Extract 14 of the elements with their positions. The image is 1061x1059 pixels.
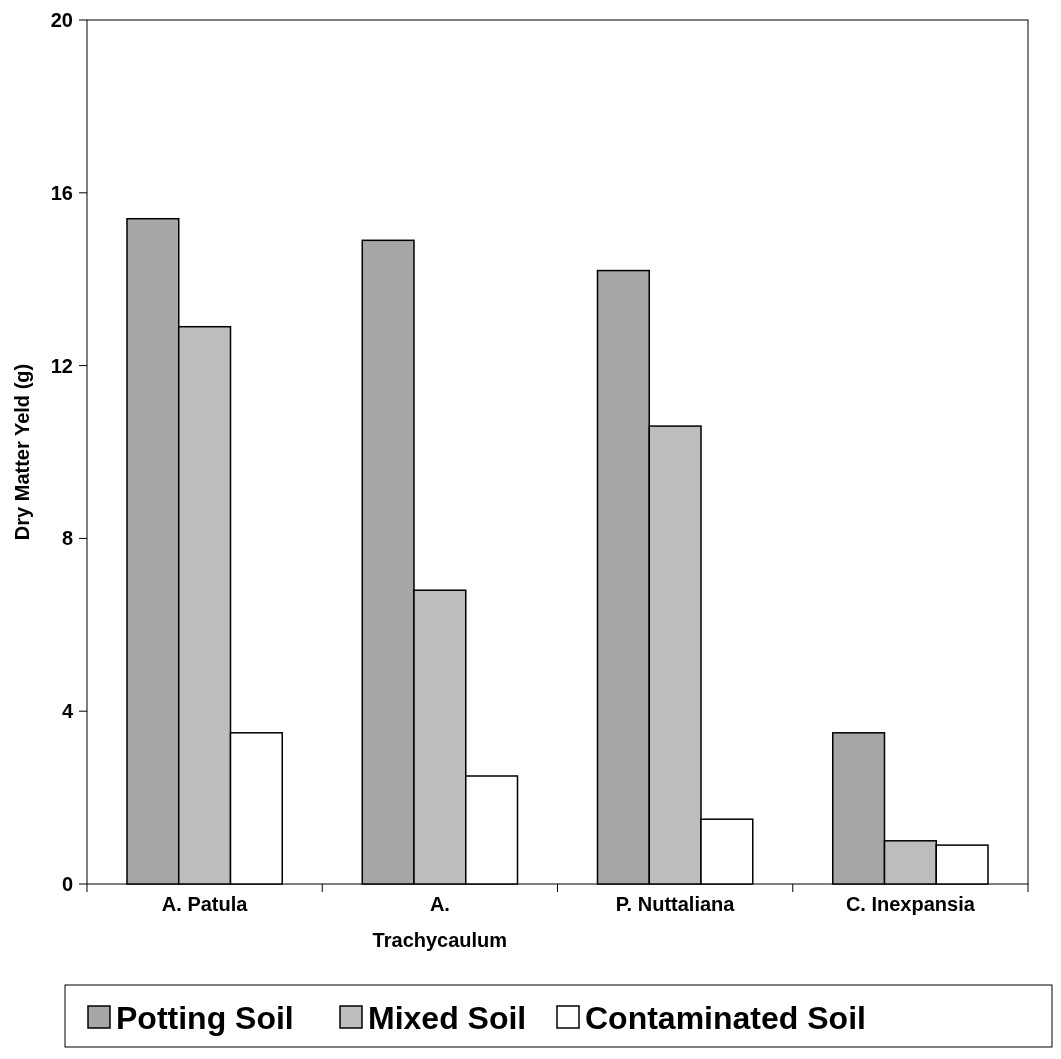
x-tick-label: A. Trachycaulum: [372, 893, 508, 951]
x-tick-label: A. Patula: [161, 893, 249, 915]
y-tick-label: 4: [61, 700, 74, 723]
x-tick-label: C. Inexpansia: [845, 893, 976, 915]
y-tick-label: 0: [61, 873, 73, 895]
y-axis-title: Dry Matter Yeld (g): [11, 363, 33, 541]
y-tick-label: 12: [50, 354, 73, 377]
y-tick-label: 16: [50, 181, 73, 204]
y-tick-label: 20: [50, 9, 73, 31]
legend-label: Contaminated Soil: [585, 1000, 866, 1036]
x-tick-label: P. Nuttaliana: [615, 893, 736, 915]
legend-label: Potting Soil: [116, 1000, 294, 1036]
legend-label: Mixed Soil: [368, 1000, 527, 1036]
y-tick-label: 8: [61, 527, 73, 550]
